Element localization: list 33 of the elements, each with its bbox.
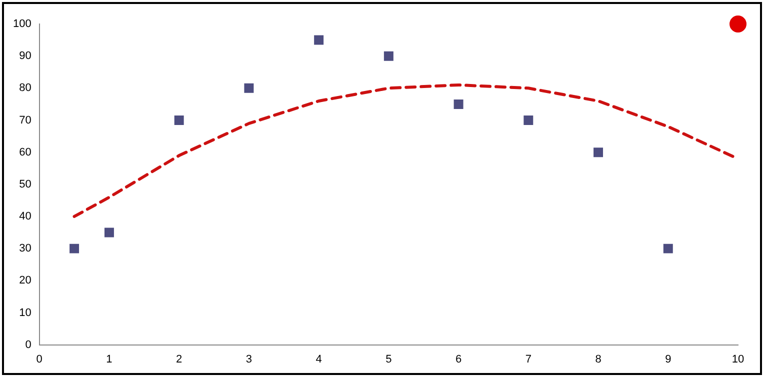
point — [663, 244, 673, 254]
x-tick-label: 6 — [455, 353, 462, 366]
y-tick-label: 20 — [19, 274, 32, 287]
x-tick-label: 8 — [595, 353, 602, 366]
y-tick-label: 40 — [19, 210, 32, 223]
point — [314, 35, 324, 45]
x-tick-label: 2 — [176, 353, 182, 366]
y-tick-label: 50 — [19, 178, 32, 190]
point — [70, 244, 80, 254]
x-tick-label: 4 — [316, 353, 322, 366]
x-tick-label: 5 — [386, 353, 392, 366]
y-tick-label: 70 — [19, 114, 32, 126]
y-tick-label: 10 — [19, 306, 32, 319]
y-tick-label: 0 — [25, 338, 32, 351]
y-tick-label: 80 — [19, 82, 32, 94]
point — [730, 16, 746, 32]
point — [174, 116, 184, 125]
x-tick-label: 9 — [665, 353, 672, 366]
point — [454, 99, 464, 109]
y-tick-label: 60 — [19, 146, 32, 158]
point — [524, 116, 534, 125]
x-tick-label: 1 — [106, 353, 112, 366]
point — [104, 228, 114, 238]
point — [384, 51, 394, 61]
y-tick-label: 30 — [19, 242, 32, 255]
x-tick-label: 10 — [732, 353, 744, 366]
x-tick-label: 7 — [525, 353, 532, 366]
y-tick-label: 100 — [12, 18, 32, 30]
point — [594, 148, 604, 158]
x-tick-label: 3 — [246, 353, 252, 366]
x-tick-label: 0 — [36, 353, 42, 366]
y-tick-label: 90 — [19, 50, 32, 62]
point — [244, 83, 254, 93]
